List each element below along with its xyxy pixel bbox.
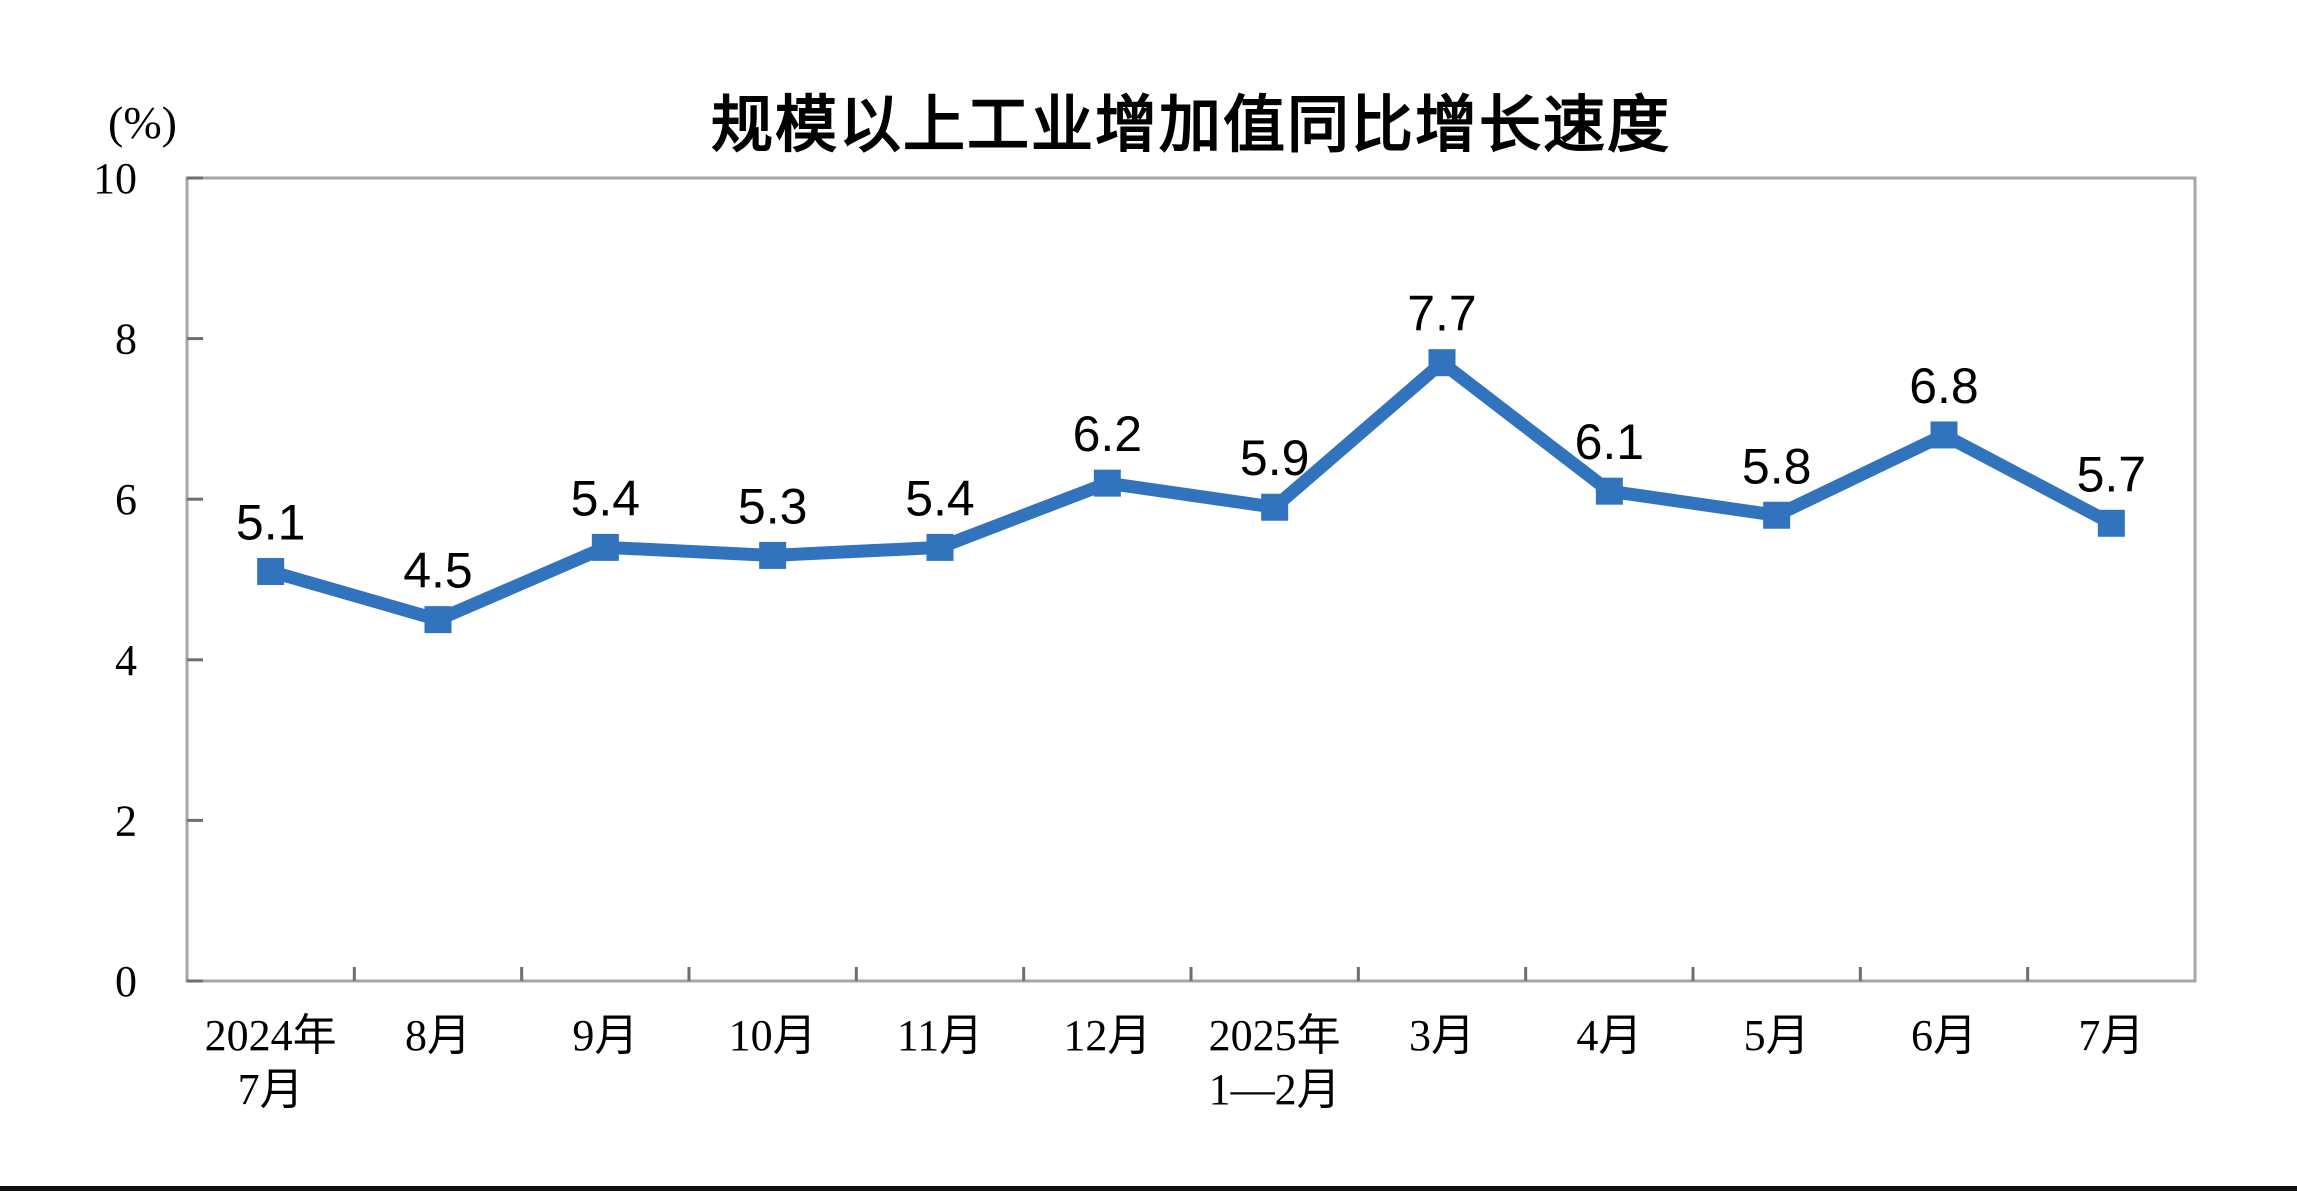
x-axis-label: 8月 <box>405 1011 471 1060</box>
x-axis-label: 11月 <box>897 1011 983 1060</box>
y-axis-tick-label: 10 <box>93 154 137 203</box>
x-axis-label: 2025年 <box>1209 1011 1341 1060</box>
x-axis-label: 9月 <box>572 1011 638 1060</box>
y-axis-tick-label: 0 <box>115 957 137 1006</box>
data-point-label: 5.4 <box>571 470 641 526</box>
x-axis-label: 12月 <box>1063 1011 1151 1060</box>
y-axis-tick-label: 8 <box>115 315 137 364</box>
data-point-marker <box>1595 477 1623 505</box>
data-point-label: 6.1 <box>1575 414 1645 470</box>
plot-frame <box>185 176 2197 983</box>
y-axis-tick-label: 2 <box>115 796 137 845</box>
data-point-label: 7.7 <box>1407 286 1477 342</box>
data-point-label: 5.1 <box>236 494 306 550</box>
data-line <box>268 356 2115 627</box>
x-axis-label: 7月 <box>238 1065 304 1114</box>
x-axis-label: 4月 <box>1576 1011 1642 1060</box>
data-point-marker <box>1763 501 1791 529</box>
data-point-label: 6.2 <box>1073 406 1143 462</box>
data-point-marker <box>926 533 954 561</box>
x-axis-label: 2024年 <box>205 1011 337 1060</box>
data-point-marker <box>591 533 619 561</box>
data-point-label: 5.9 <box>1240 430 1310 486</box>
data-point-label: 5.4 <box>905 470 975 526</box>
data-point-marker <box>424 606 452 634</box>
data-point-marker <box>2097 509 2125 537</box>
data-point-marker <box>759 541 787 569</box>
x-axis-label: 6月 <box>1911 1011 1977 1060</box>
data-point-marker <box>1930 421 1958 449</box>
x-axis-label: 1—2月 <box>1209 1065 1341 1114</box>
x-axis-label: 3月 <box>1409 1011 1475 1060</box>
data-point-label: 4.5 <box>403 543 473 599</box>
data-point-marker <box>1428 349 1456 377</box>
data-point-label: 5.3 <box>738 478 808 534</box>
x-axis-label: 10月 <box>729 1011 817 1060</box>
chart-title: 规模以上工业增加值同比增长速度 <box>710 91 1671 160</box>
x-axis-label: 5月 <box>1744 1011 1810 1060</box>
x-axis-label: 7月 <box>2078 1011 2144 1060</box>
data-point-marker <box>257 557 285 585</box>
data-point-label: 6.8 <box>1909 358 1979 414</box>
data-point-marker <box>1261 493 1289 521</box>
data-point-marker <box>1093 469 1121 497</box>
y-axis-unit-label: (%) <box>108 97 177 148</box>
data-point-label: 5.7 <box>2077 446 2147 502</box>
y-axis-tick-label: 6 <box>115 475 137 524</box>
data-point-label: 5.8 <box>1742 438 1812 494</box>
page-divider-line <box>0 1186 2297 1191</box>
y-axis-tick-label: 4 <box>115 636 137 685</box>
